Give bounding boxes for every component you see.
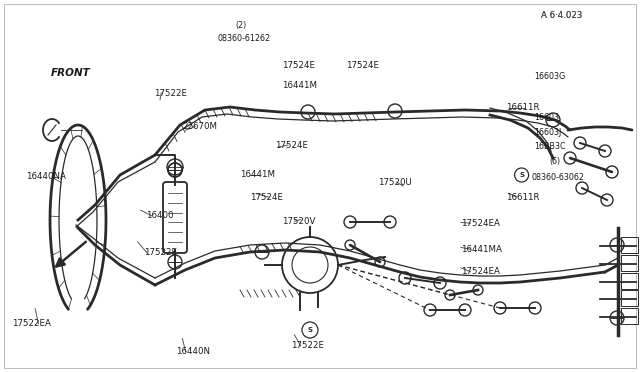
Text: 16611R: 16611R [506, 103, 539, 112]
Text: 16440N: 16440N [176, 347, 210, 356]
Text: 16BB3C: 16BB3C [534, 142, 566, 151]
Text: 17524EA: 17524EA [461, 267, 500, 276]
Text: 17522E: 17522E [291, 341, 324, 350]
Text: 17520V: 17520V [282, 217, 315, 226]
Text: 16441M: 16441M [282, 81, 317, 90]
Text: 16603: 16603 [534, 113, 559, 122]
Text: 16611R: 16611R [506, 193, 539, 202]
Text: 17524E: 17524E [282, 61, 315, 70]
Text: 08360-63062: 08360-63062 [531, 173, 584, 182]
Text: FRONT: FRONT [51, 68, 91, 77]
Text: 17524EA: 17524EA [461, 219, 500, 228]
Text: 17522EA: 17522EA [12, 319, 51, 328]
Text: 17522E: 17522E [144, 248, 177, 257]
Text: 17524E: 17524E [275, 141, 308, 150]
Text: 22670M: 22670M [182, 122, 218, 131]
Text: 17522E: 17522E [154, 89, 187, 97]
Text: 16400: 16400 [146, 211, 173, 220]
Text: 17524E: 17524E [346, 61, 379, 70]
Text: 17520U: 17520U [378, 178, 412, 187]
Text: 16441MA: 16441MA [461, 245, 502, 254]
Text: 17524E: 17524E [250, 193, 283, 202]
Text: A 6·4.023: A 6·4.023 [541, 11, 582, 20]
Text: 16441M: 16441M [240, 170, 275, 179]
Text: 16440NA: 16440NA [26, 172, 65, 181]
Text: S: S [307, 327, 312, 333]
Text: S: S [519, 172, 524, 178]
Text: (6): (6) [549, 157, 560, 166]
Text: 16603J: 16603J [534, 128, 562, 137]
Text: 08360-61262: 08360-61262 [218, 34, 271, 43]
Text: A 6·4.023: A 6·4.023 [541, 11, 582, 20]
Text: (2): (2) [236, 21, 247, 30]
Text: 16603G: 16603G [534, 72, 566, 81]
